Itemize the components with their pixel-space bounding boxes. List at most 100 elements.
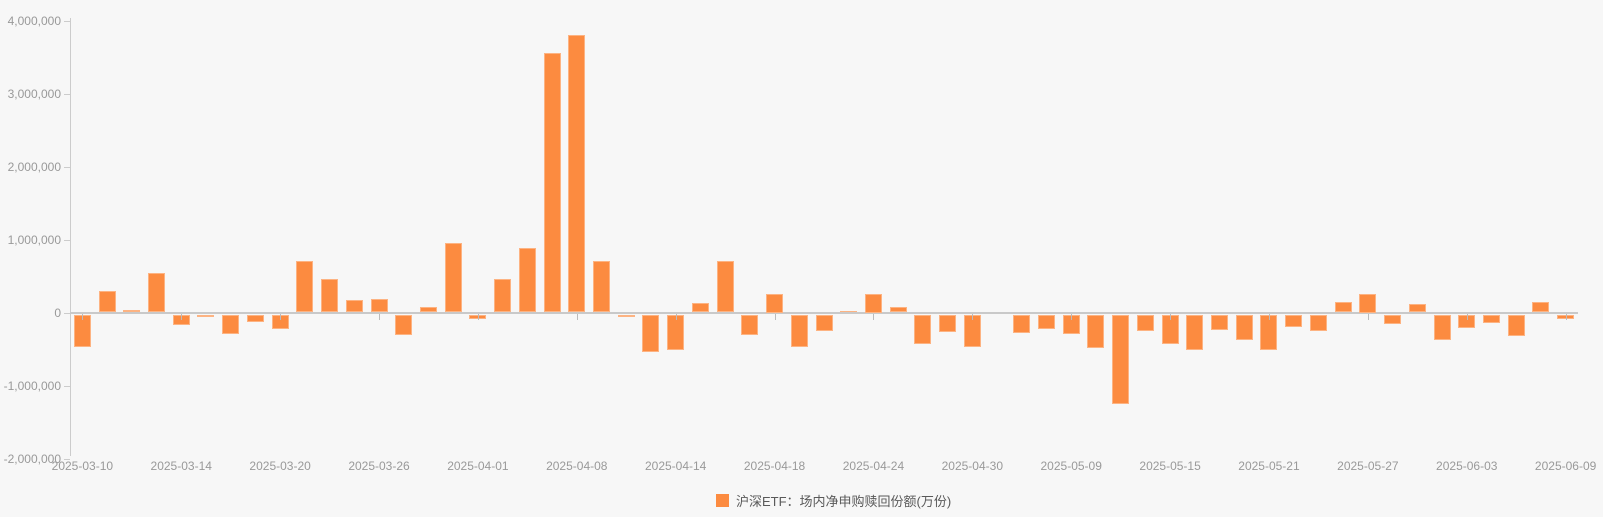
bar[interactable]	[1408, 304, 1426, 313]
bar[interactable]	[1458, 314, 1476, 329]
x-axis-tick-label: 2025-04-14	[644, 459, 707, 473]
bar[interactable]	[321, 278, 339, 313]
bar[interactable]	[370, 298, 388, 313]
x-axis-tick-mark	[1071, 314, 1073, 320]
legend-label: 沪深ETF：场内净申购赎回份额(万份)	[736, 494, 952, 509]
y-axis-tick-label: 0	[54, 305, 61, 320]
x-axis-tick-mark	[675, 314, 677, 320]
bar[interactable]	[1334, 302, 1352, 313]
x-axis-tick-label: 2025-04-08	[546, 459, 608, 473]
x-axis-tick-mark	[1367, 314, 1369, 320]
y-axis-tick-label: -1,000,000	[3, 378, 61, 393]
x-axis-tick-label: 2025-06-09	[1534, 459, 1597, 473]
bar[interactable]	[1507, 314, 1525, 336]
bar[interactable]	[889, 306, 907, 313]
bar[interactable]	[1260, 314, 1278, 351]
y-axis-tick-label: 3,000,000	[7, 86, 61, 101]
bar[interactable]	[73, 314, 91, 348]
bar[interactable]	[1433, 314, 1451, 341]
x-axis-tick-label: 2025-05-09	[1040, 459, 1102, 473]
x-axis-tick-label: 2025-04-01	[447, 459, 509, 473]
x-axis-tick-label: 2025-04-24	[842, 459, 905, 473]
bar[interactable]	[963, 314, 981, 348]
x-axis-tick-label: 2025-03-14	[150, 459, 212, 473]
y-axis-tick-label: 4,000,000	[7, 13, 61, 28]
bar[interactable]	[716, 260, 734, 313]
x-axis-tick-label: 2025-06-03	[1436, 459, 1498, 473]
bar[interactable]	[864, 294, 882, 313]
bar[interactable]	[518, 248, 536, 313]
bar[interactable]	[667, 314, 685, 351]
y-axis-tick-mark	[64, 20, 70, 22]
y-axis-tick-label: -2,000,000	[3, 451, 61, 466]
bar[interactable]	[1136, 314, 1154, 332]
bar[interactable]	[1285, 314, 1303, 327]
y-axis-tick-mark	[64, 312, 70, 314]
bar[interactable]	[1235, 314, 1253, 341]
x-axis-tick-label: 2025-04-30	[941, 459, 1003, 473]
bar[interactable]	[123, 309, 141, 313]
x-axis-tick-label: 2025-03-20	[249, 459, 311, 473]
bar[interactable]	[395, 314, 413, 335]
bar[interactable]	[1062, 314, 1080, 335]
bar[interactable]	[543, 53, 561, 313]
bar[interactable]	[1037, 314, 1055, 330]
bar[interactable]	[766, 294, 784, 313]
x-axis-tick-label: 2025-05-15	[1139, 459, 1201, 473]
bar[interactable]	[593, 261, 610, 313]
y-axis-tick-label: 2,000,000	[7, 159, 61, 174]
bar[interactable]	[1013, 314, 1031, 333]
bar[interactable]	[1482, 314, 1500, 323]
x-axis-tick-mark	[181, 314, 183, 320]
bar[interactable]	[98, 290, 116, 313]
zero-axis-line	[70, 312, 1578, 314]
legend-swatch-icon	[716, 494, 729, 507]
bar[interactable]	[419, 307, 437, 313]
bar[interactable]	[1359, 294, 1377, 313]
bar[interactable]	[815, 314, 833, 331]
bar[interactable]	[444, 243, 462, 313]
bar[interactable]	[345, 300, 363, 313]
x-axis-tick-mark	[477, 314, 479, 320]
bar[interactable]	[271, 314, 289, 330]
x-axis-tick-mark	[280, 314, 282, 320]
legend-item[interactable]: 沪深ETF：场内净申购赎回份额(万份)	[716, 491, 951, 510]
x-axis-tick-label: 2025-05-27	[1337, 459, 1399, 473]
x-axis-tick-label: 2025-03-26	[348, 459, 410, 473]
bar[interactable]	[691, 303, 709, 313]
bar[interactable]	[1087, 314, 1105, 349]
bar[interactable]	[1186, 314, 1204, 351]
bar[interactable]	[246, 314, 264, 322]
bar[interactable]	[1112, 314, 1130, 404]
bar[interactable]	[1384, 314, 1402, 324]
bar[interactable]	[617, 314, 635, 317]
bar[interactable]	[840, 311, 858, 313]
x-axis-tick-mark	[82, 314, 84, 320]
bar[interactable]	[1532, 301, 1550, 313]
bar[interactable]	[642, 314, 660, 352]
bar[interactable]	[222, 314, 240, 335]
bar[interactable]	[296, 260, 314, 313]
x-axis-tick-label: 2025-05-21	[1238, 459, 1300, 473]
x-axis-tick-mark	[1466, 314, 1468, 320]
bar[interactable]	[148, 273, 166, 313]
bar[interactable]	[914, 314, 932, 344]
bar[interactable]	[741, 314, 759, 335]
y-axis-tick-mark	[64, 458, 70, 460]
x-axis-tick-mark	[972, 314, 974, 320]
y-axis-tick-mark	[64, 93, 70, 95]
bar[interactable]	[1211, 314, 1229, 330]
x-axis-tick-label: 2025-04-18	[743, 459, 806, 473]
x-axis-tick-label: 2025-03-10	[51, 459, 114, 473]
bar[interactable]	[790, 314, 808, 347]
y-axis-tick-mark	[64, 385, 70, 387]
x-axis-tick-mark	[774, 314, 776, 320]
bar[interactable]	[494, 278, 512, 313]
y-axis-line	[70, 18, 71, 456]
bar[interactable]	[1309, 314, 1327, 331]
bar[interactable]	[568, 35, 586, 313]
bar[interactable]	[1161, 314, 1179, 345]
bar[interactable]	[939, 314, 957, 333]
bar[interactable]	[197, 314, 215, 317]
